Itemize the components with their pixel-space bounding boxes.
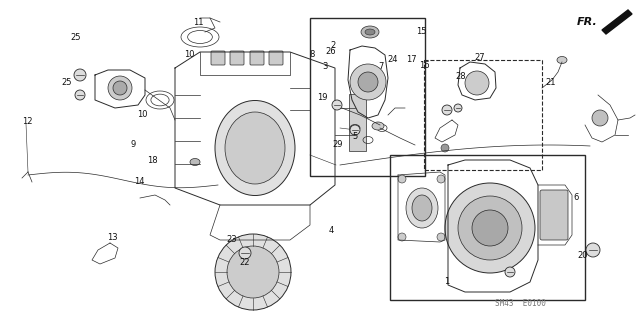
Ellipse shape <box>225 112 285 184</box>
Ellipse shape <box>215 100 295 196</box>
Circle shape <box>332 100 342 110</box>
Text: SM43  E0100: SM43 E0100 <box>495 300 546 308</box>
Circle shape <box>227 246 279 298</box>
Text: 27: 27 <box>475 53 485 62</box>
Circle shape <box>586 243 600 257</box>
Text: 28: 28 <box>456 72 466 81</box>
Circle shape <box>215 234 291 310</box>
Circle shape <box>437 175 445 183</box>
Circle shape <box>239 247 251 259</box>
FancyBboxPatch shape <box>540 190 568 240</box>
Text: 25: 25 <box>70 33 81 42</box>
FancyBboxPatch shape <box>230 51 244 65</box>
Ellipse shape <box>365 29 375 35</box>
Circle shape <box>113 81 127 95</box>
Ellipse shape <box>361 26 379 38</box>
Circle shape <box>358 72 378 92</box>
Circle shape <box>472 210 508 246</box>
Text: 6: 6 <box>573 193 579 202</box>
Ellipse shape <box>406 188 438 228</box>
Text: 4: 4 <box>328 226 333 235</box>
Text: 24: 24 <box>388 55 398 63</box>
FancyBboxPatch shape <box>211 51 225 65</box>
FancyBboxPatch shape <box>269 51 283 65</box>
Text: 1: 1 <box>444 277 449 286</box>
Text: 29: 29 <box>333 140 343 149</box>
Circle shape <box>74 69 86 81</box>
Polygon shape <box>602 10 632 34</box>
Text: 26: 26 <box>325 47 335 56</box>
Text: FR.: FR. <box>577 17 598 27</box>
Text: 10: 10 <box>184 50 195 59</box>
Text: 8: 8 <box>310 50 315 59</box>
Circle shape <box>458 196 522 260</box>
Text: 9: 9 <box>131 140 136 149</box>
Circle shape <box>350 125 360 135</box>
FancyBboxPatch shape <box>349 94 366 151</box>
Circle shape <box>592 110 608 126</box>
Text: 15: 15 <box>417 27 427 36</box>
Circle shape <box>445 183 535 273</box>
Text: 20: 20 <box>577 251 588 260</box>
Text: 13: 13 <box>107 233 117 242</box>
Text: 16: 16 <box>419 61 429 70</box>
Ellipse shape <box>557 56 567 63</box>
Text: 3: 3 <box>323 63 328 71</box>
Circle shape <box>108 76 132 100</box>
Circle shape <box>398 233 406 241</box>
Text: 14: 14 <box>134 177 145 186</box>
Text: 17: 17 <box>406 56 417 64</box>
Text: 23: 23 <box>227 235 237 244</box>
Circle shape <box>505 267 515 277</box>
Text: 25: 25 <box>61 78 72 87</box>
Circle shape <box>398 175 406 183</box>
Circle shape <box>350 64 386 100</box>
Text: 18: 18 <box>147 156 157 165</box>
Text: 7: 7 <box>378 63 383 71</box>
Text: 2: 2 <box>330 41 335 50</box>
Circle shape <box>442 105 452 115</box>
Text: 19: 19 <box>317 93 328 102</box>
Text: 10: 10 <box>137 110 147 119</box>
Circle shape <box>465 71 489 95</box>
Ellipse shape <box>372 122 384 130</box>
Circle shape <box>441 144 449 152</box>
FancyBboxPatch shape <box>250 51 264 65</box>
Text: 22: 22 <box>239 258 250 267</box>
Circle shape <box>75 90 85 100</box>
Ellipse shape <box>412 195 432 221</box>
Text: 21: 21 <box>545 78 556 87</box>
Text: 11: 11 <box>193 18 204 27</box>
Circle shape <box>454 104 462 112</box>
Text: 12: 12 <box>22 117 32 126</box>
Ellipse shape <box>190 159 200 166</box>
Circle shape <box>437 233 445 241</box>
Text: 5: 5 <box>353 132 358 141</box>
